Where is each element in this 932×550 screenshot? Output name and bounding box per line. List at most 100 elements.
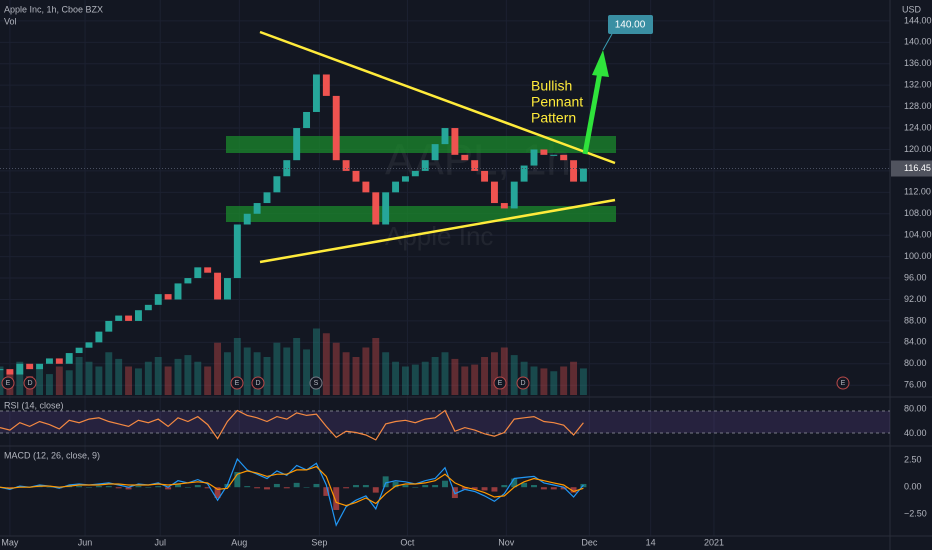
volume-bar [263, 357, 271, 395]
currency: USD [902, 4, 922, 14]
candle [481, 170, 489, 182]
macd-histogram [273, 483, 280, 488]
macd-histogram [234, 472, 241, 488]
annotation: Pennant [531, 94, 583, 110]
candle [421, 160, 429, 171]
x-tick-label: 2021 [704, 537, 724, 547]
macd-histogram [521, 482, 528, 488]
macd-histogram [442, 480, 448, 488]
y-tick-label: 76.00 [904, 380, 927, 390]
volume-bar [75, 357, 83, 395]
macd-histogram [254, 487, 261, 489]
volume-bar [154, 357, 162, 395]
x-tick-label: Jul [154, 537, 166, 547]
candle [194, 267, 202, 279]
candle [579, 168, 587, 182]
volume-bar [362, 347, 370, 395]
candle [0, 369, 4, 371]
macd-histogram [283, 487, 290, 489]
candle [312, 74, 320, 112]
rsi-tick-label: 80.00 [904, 404, 927, 414]
event-label: E [235, 380, 240, 387]
macd-histogram [540, 487, 547, 490]
target-leader [602, 33, 613, 51]
candle [65, 353, 73, 364]
candle [362, 181, 370, 193]
candle [26, 363, 34, 370]
macd-histogram [550, 487, 557, 490]
macd-histogram [353, 485, 359, 488]
event-marker [251, 376, 265, 390]
x-tick-label: Jun [78, 537, 93, 547]
macd-histogram [333, 487, 340, 510]
candle [520, 165, 528, 182]
rsi-label: RSI (14, close) [4, 400, 64, 410]
volume-bar [65, 370, 73, 395]
macd-histogram [244, 486, 251, 488]
macd-histogram [313, 483, 320, 488]
volume-bar [411, 364, 419, 395]
y-tick-label: 80.00 [904, 358, 927, 368]
macd-histogram [402, 485, 409, 488]
candle [214, 272, 222, 300]
volume-bar [85, 361, 93, 395]
breakout-arrow [582, 71, 603, 155]
macd-histogram [293, 482, 300, 488]
candle [45, 358, 53, 364]
volume-bar [253, 352, 261, 395]
macd-tick-label: −2.50 [904, 509, 927, 519]
event-label: E [498, 380, 503, 387]
candle [293, 128, 301, 161]
macd-histogram [471, 487, 478, 490]
lower-trendline [259, 198, 616, 264]
candle [85, 342, 93, 348]
x-tick-label: Nov [498, 537, 515, 547]
volume-bar [510, 355, 518, 395]
volume-bar [500, 347, 508, 395]
macd-histogram [362, 485, 369, 488]
macd-histogram [501, 485, 508, 488]
volume-bar [401, 366, 409, 395]
candle [154, 294, 162, 305]
volume-bar [481, 357, 489, 395]
candle [204, 267, 212, 273]
candle [36, 363, 44, 370]
candle [510, 181, 518, 209]
candle [233, 224, 241, 279]
candle [372, 192, 380, 225]
x-tick-label: Aug [231, 537, 247, 547]
y-tick-label: 92.00 [904, 294, 927, 304]
x-tick-label: Sep [311, 537, 327, 547]
macd-line [0, 457, 584, 527]
macd-histogram [155, 486, 162, 488]
event-label: D [27, 380, 32, 387]
volume-bar [125, 366, 133, 395]
candle [550, 154, 558, 156]
macd-histogram [432, 485, 439, 488]
y-tick-label: 140.00 [904, 37, 932, 47]
macd-histogram [491, 487, 498, 492]
volume-bar [293, 338, 301, 395]
candle [322, 74, 330, 96]
volume-bar [312, 328, 320, 395]
candle [253, 203, 261, 214]
event-label: D [255, 380, 260, 387]
volume-bar [283, 347, 291, 395]
macd-histogram [264, 487, 270, 490]
volume-bar [550, 371, 558, 395]
annotation: Pattern [531, 110, 576, 126]
candle [283, 160, 291, 177]
volume-label: Vol [4, 16, 17, 26]
event-marker [230, 376, 244, 390]
x-tick-label: Oct [400, 537, 415, 547]
y-tick-label: 144.00 [904, 15, 932, 25]
rsi-line [0, 409, 584, 441]
watermark-subtitle: Apple Inc [385, 221, 493, 251]
volume-bar [461, 366, 469, 395]
candle [342, 160, 350, 171]
candle [461, 154, 469, 161]
volume [0, 328, 587, 395]
macd-histogram [461, 487, 468, 490]
